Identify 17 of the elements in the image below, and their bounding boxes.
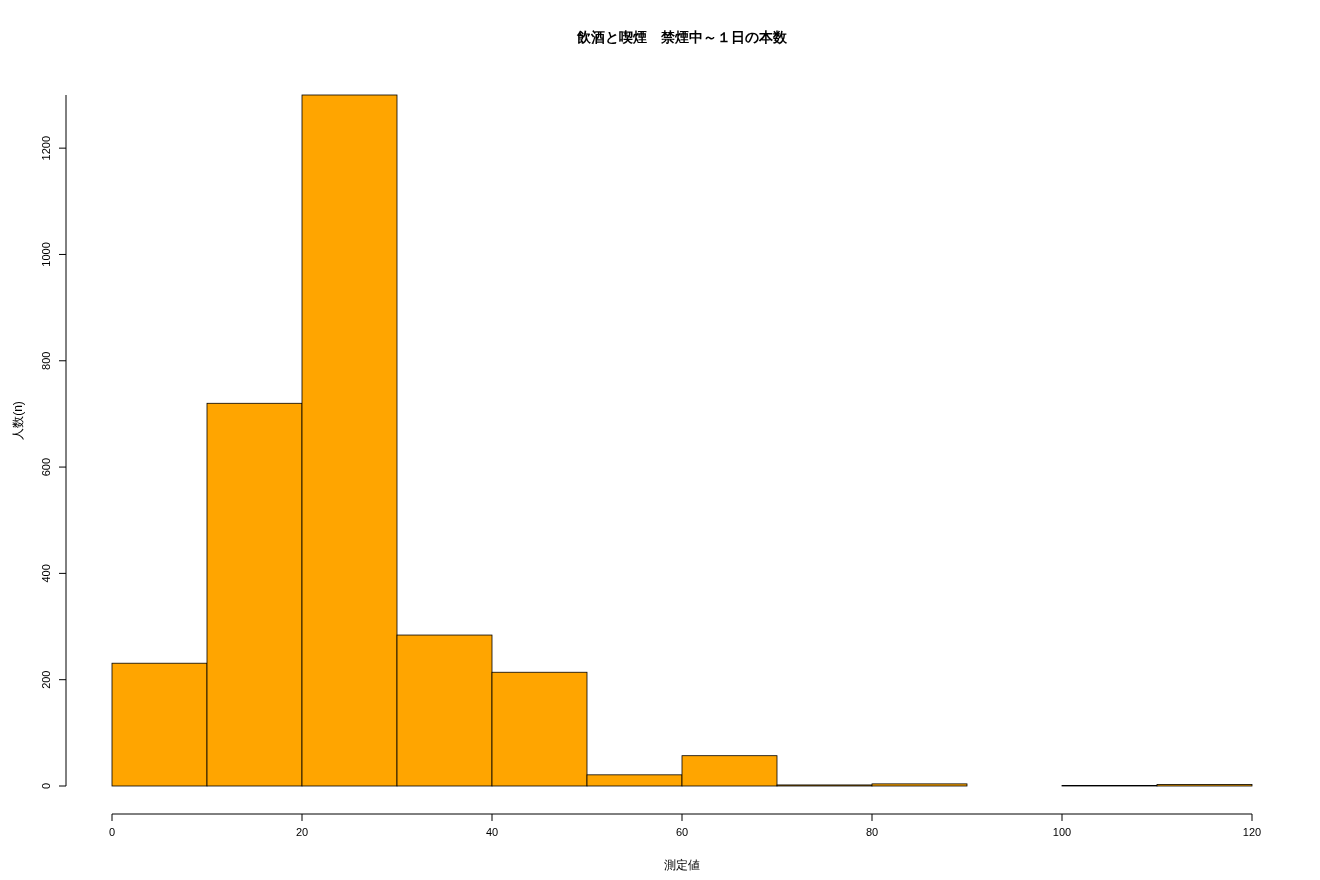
y-axis-title: 人数(n) (11, 401, 25, 440)
x-tick-label: 120 (1242, 826, 1262, 838)
y-tick-label: 200 (40, 670, 52, 689)
x-tick-label: 0 (108, 826, 116, 838)
x-tick-label: 20 (295, 826, 309, 838)
y-tick-label: 800 (40, 351, 52, 370)
x-tick-label: 40 (485, 826, 499, 838)
y-tick-label: 1000 (40, 242, 52, 267)
y-tick-label: 400 (40, 564, 52, 583)
y-tick-label: 1200 (40, 135, 52, 161)
x-tick-label: 80 (865, 826, 879, 838)
chart-title: 飲酒と喫煙 禁煙中～１日の本数 (576, 29, 788, 45)
x-axis-title: 測定値 (664, 858, 700, 872)
x-tick-label: 60 (675, 826, 689, 838)
y-tick-label: 0 (40, 782, 52, 790)
y-tick-label: 600 (40, 457, 52, 477)
x-tick-label: 100 (1052, 826, 1072, 838)
